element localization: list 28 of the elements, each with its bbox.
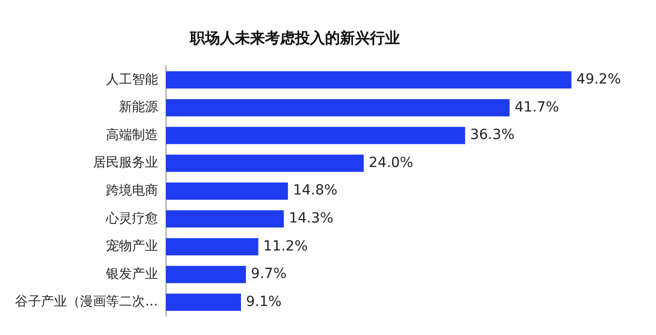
bar (166, 71, 572, 89)
bar (166, 210, 284, 228)
data-label: 24.0% (368, 154, 414, 171)
bar (166, 238, 258, 256)
y-tick-label: 人工智能 (106, 72, 158, 88)
y-tick-label: 新能源 (119, 100, 158, 116)
data-label: 49.2% (576, 72, 621, 88)
bar (166, 99, 510, 116)
y-tick-label: 高端制造 (106, 126, 158, 143)
data-label: 9.7% (250, 266, 287, 282)
data-label: 36.3% (470, 127, 515, 144)
data-label: 11.2% (263, 238, 308, 254)
bar (166, 126, 466, 144)
data-label: 41.7% (514, 99, 560, 116)
bar (166, 294, 241, 311)
bar (166, 266, 246, 284)
data-label: 14.8% (292, 182, 338, 199)
data-label: 14.3% (288, 210, 334, 227)
bar (166, 154, 364, 172)
y-tick-label: 宠物产业 (106, 239, 158, 254)
chart-title: 职场人未来考虑投入的新兴行业 (189, 28, 400, 47)
y-tick-label: 跨境电商 (106, 182, 158, 198)
y-tick-label: 银发产业 (105, 266, 158, 282)
y-tick-label: 居民服务业 (93, 156, 158, 171)
y-tick-label: 谷子产业（漫画等二次… (15, 294, 158, 310)
data-label: 9.1% (246, 294, 282, 310)
bar (166, 182, 288, 200)
y-tick-label: 心灵疗愈 (105, 210, 158, 226)
